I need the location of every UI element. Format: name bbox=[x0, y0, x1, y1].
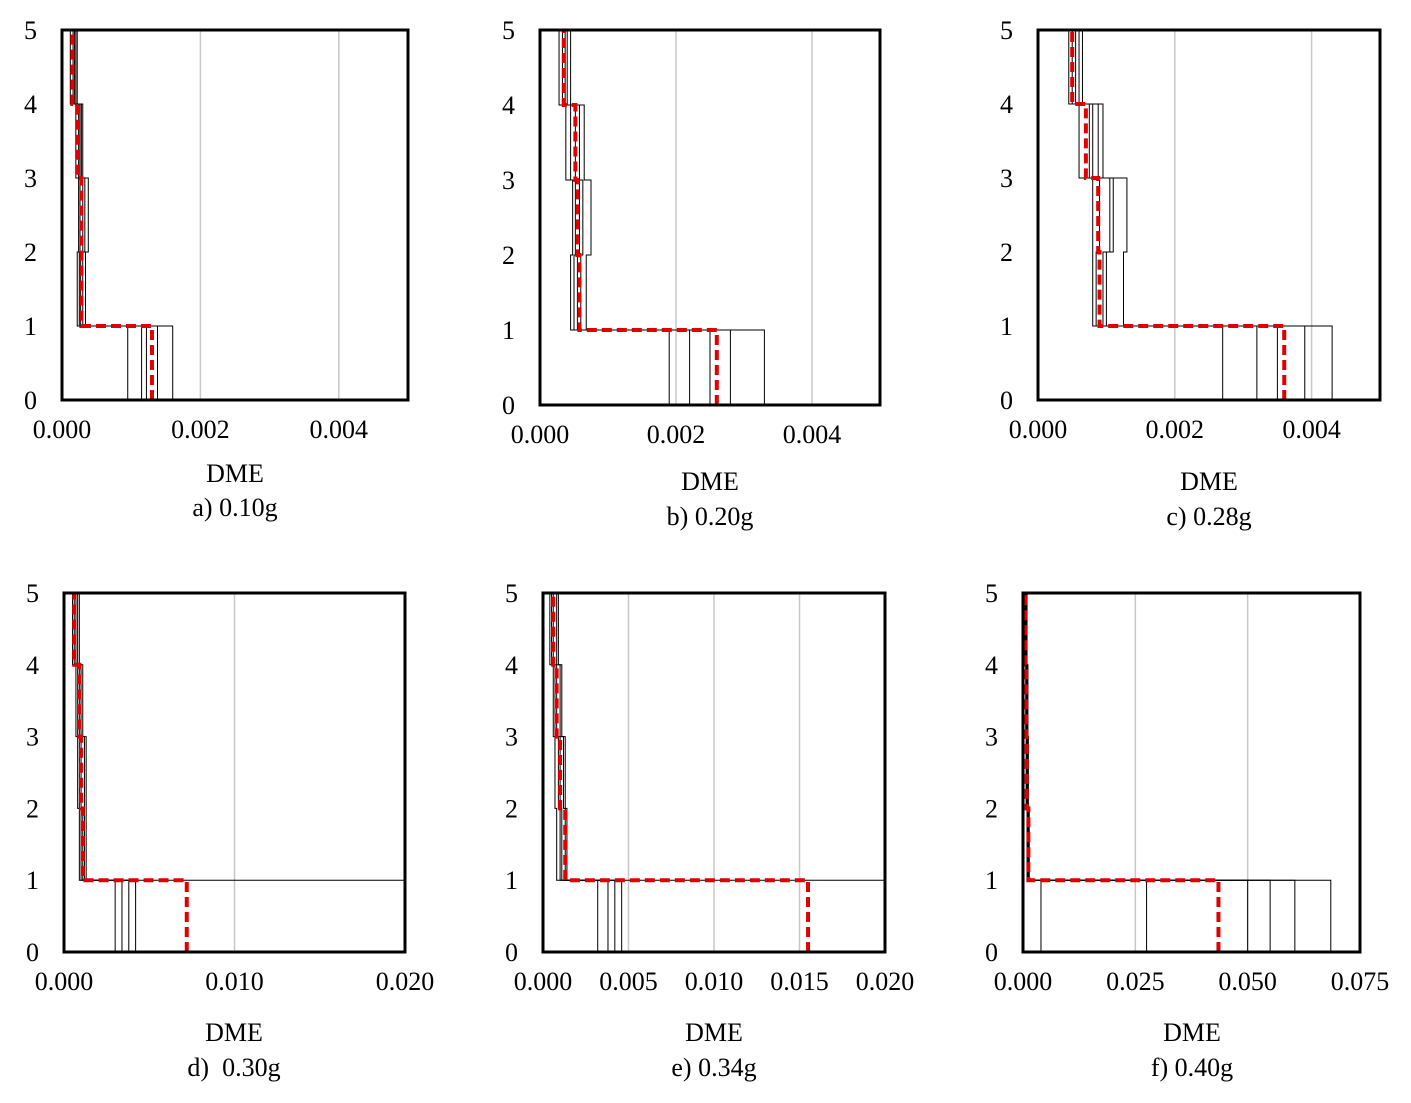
panel-e-ytick-label: 5 bbox=[505, 579, 518, 608]
panel-d-title: d) 0.30g bbox=[187, 1053, 280, 1082]
panel-e-ytick-label: 4 bbox=[505, 651, 518, 680]
panel-b-xtick-label: 0.000 bbox=[511, 420, 570, 449]
panel-e-ytick-label: 3 bbox=[505, 723, 518, 752]
panel-b-xtick-label: 0.002 bbox=[647, 420, 706, 449]
panel-b-ytick-label: 1 bbox=[502, 316, 515, 345]
panel-f-title: f) 0.40g bbox=[1151, 1053, 1233, 1082]
panel-e-ytick-label: 1 bbox=[505, 866, 518, 895]
panel-b-title: b) 0.20g bbox=[667, 502, 754, 531]
panel-d-xtick-label: 0.020 bbox=[376, 967, 435, 996]
panel-c-xtick-label: 0.002 bbox=[1146, 415, 1205, 444]
panel-a-xtick-label: 0.004 bbox=[310, 415, 369, 444]
panel-f-ytick-label: 3 bbox=[985, 723, 998, 752]
panel-b-xtick-label: 0.004 bbox=[783, 420, 842, 449]
panel-c-ytick-label: 3 bbox=[1000, 164, 1013, 193]
panel-e-xtick-label: 0.005 bbox=[599, 967, 658, 996]
panel-d: DME d) 0.30g 0 1 2 3 4 5 0.000 0.010 0.020 bbox=[26, 579, 434, 1082]
panel-a-title: a) 0.10g bbox=[192, 493, 277, 522]
panel-e-median-line bbox=[551, 593, 811, 952]
panel-d-median-line bbox=[72, 593, 189, 952]
panel-e-ytick-label: 2 bbox=[505, 794, 518, 823]
panel-f-ytick-label: 5 bbox=[985, 579, 998, 608]
panel-c-record-5-line bbox=[1081, 30, 1333, 400]
panel-f: DME f) 0.40g 0 1 2 3 4 5 0.000 0.025 0.050 0.075 bbox=[985, 579, 1389, 1082]
panel-f-ytick-label: 0 bbox=[985, 938, 998, 967]
panel-e-xtick-label: 0.010 bbox=[685, 967, 744, 996]
panel-e: DME e) 0.34g 0 1 2 3 4 5 0.000 0.005 0.010 0.015 0… bbox=[505, 579, 914, 1082]
panel-f-xtick-label: 0.050 bbox=[1218, 967, 1277, 996]
panel-f-ytick-label: 2 bbox=[985, 794, 998, 823]
panel-a-ytick-label: 1 bbox=[24, 312, 37, 341]
panel-d-ytick-label: 1 bbox=[26, 866, 39, 895]
panel-c-xtick-label: 0.000 bbox=[1009, 415, 1068, 444]
panel-a-xtick-label: 0.002 bbox=[171, 415, 230, 444]
panel-b-median-line bbox=[561, 30, 719, 405]
panel-e-ytick-label: 0 bbox=[505, 938, 518, 967]
panel-f-ytick-label: 1 bbox=[985, 866, 998, 895]
panel-d-xtick-label: 0.010 bbox=[205, 967, 264, 996]
panel-e-xtick-label: 0.015 bbox=[770, 967, 829, 996]
panel-a-ytick-label: 0 bbox=[24, 386, 37, 415]
panel-d-frame bbox=[62, 591, 407, 954]
panel-f-xtick-label: 0.000 bbox=[994, 967, 1053, 996]
panel-a-ytick-label: 5 bbox=[24, 16, 37, 45]
panel-c-ytick-label: 1 bbox=[1000, 312, 1013, 341]
panel-f-xtick-label: 0.075 bbox=[1331, 967, 1390, 996]
panel-f-xtick-label: 0.025 bbox=[1106, 967, 1165, 996]
panel-a-xtick-label: 0.000 bbox=[33, 415, 92, 444]
panel-c-xtick-label: 0.004 bbox=[1282, 415, 1341, 444]
panel-a-ytick-label: 3 bbox=[24, 164, 37, 193]
panel-d-ytick-label: 0 bbox=[26, 938, 39, 967]
panel-e-xtick-label: 0.020 bbox=[856, 967, 915, 996]
panel-e-xlabel: DME bbox=[685, 1018, 743, 1047]
panel-b-xlabel: DME bbox=[681, 467, 739, 496]
panel-a-frame bbox=[60, 28, 410, 402]
panel-f-ytick-label: 4 bbox=[985, 651, 998, 680]
panel-f-median-line bbox=[1023, 593, 1221, 952]
panel-b: DME b) 0.20g 0 1 2 3 4 5 0.000 0.002 0.004 bbox=[502, 16, 882, 531]
panel-e-frame bbox=[541, 591, 887, 954]
panel-c-median-line bbox=[1070, 30, 1287, 400]
panel-e-xtick-label: 0.000 bbox=[514, 967, 573, 996]
panel-d-ytick-label: 2 bbox=[26, 794, 39, 823]
panel-c-ytick-label: 2 bbox=[1000, 238, 1013, 267]
panel-a-median-line bbox=[70, 30, 154, 400]
panel-c-ytick-label: 5 bbox=[1000, 16, 1013, 45]
panel-c-ytick-label: 0 bbox=[1000, 386, 1013, 415]
panel-f-frame bbox=[1021, 591, 1362, 954]
panel-a-ytick-label: 4 bbox=[24, 90, 37, 119]
panel-d-ytick-label: 4 bbox=[26, 651, 39, 680]
panel-e-title: e) 0.34g bbox=[671, 1053, 756, 1082]
panel-a: DME a) 0.10g 0 1 2 3 4 5 0.000 0.002 0.004 bbox=[24, 16, 410, 522]
panel-d-ytick-label: 5 bbox=[26, 579, 39, 608]
panel-c-frame bbox=[1036, 28, 1382, 402]
panel-c-xlabel: DME bbox=[1180, 467, 1238, 496]
panel-b-frame bbox=[538, 28, 882, 407]
panel-a-ytick-label: 2 bbox=[24, 238, 37, 267]
panel-b-record-5-line bbox=[570, 30, 765, 405]
panel-b-ytick-label: 2 bbox=[502, 241, 515, 270]
panel-b-ytick-label: 4 bbox=[502, 91, 515, 120]
panel-d-xlabel: DME bbox=[205, 1018, 263, 1047]
panel-b-ytick-label: 3 bbox=[502, 166, 515, 195]
panel-c-title: c) 0.28g bbox=[1166, 502, 1251, 531]
panel-a-xlabel: DME bbox=[206, 459, 264, 488]
panel-c-ytick-label: 4 bbox=[1000, 90, 1013, 119]
panel-b-ytick-label: 0 bbox=[502, 391, 515, 420]
panel-c: DME c) 0.28g 0 1 2 3 4 5 0.000 0.002 0.004 bbox=[1000, 16, 1382, 531]
panel-f-xlabel: DME bbox=[1163, 1018, 1221, 1047]
panel-d-ytick-label: 3 bbox=[26, 723, 39, 752]
panel-b-ytick-label: 5 bbox=[502, 16, 515, 45]
panel-d-xtick-label: 0.000 bbox=[35, 967, 94, 996]
